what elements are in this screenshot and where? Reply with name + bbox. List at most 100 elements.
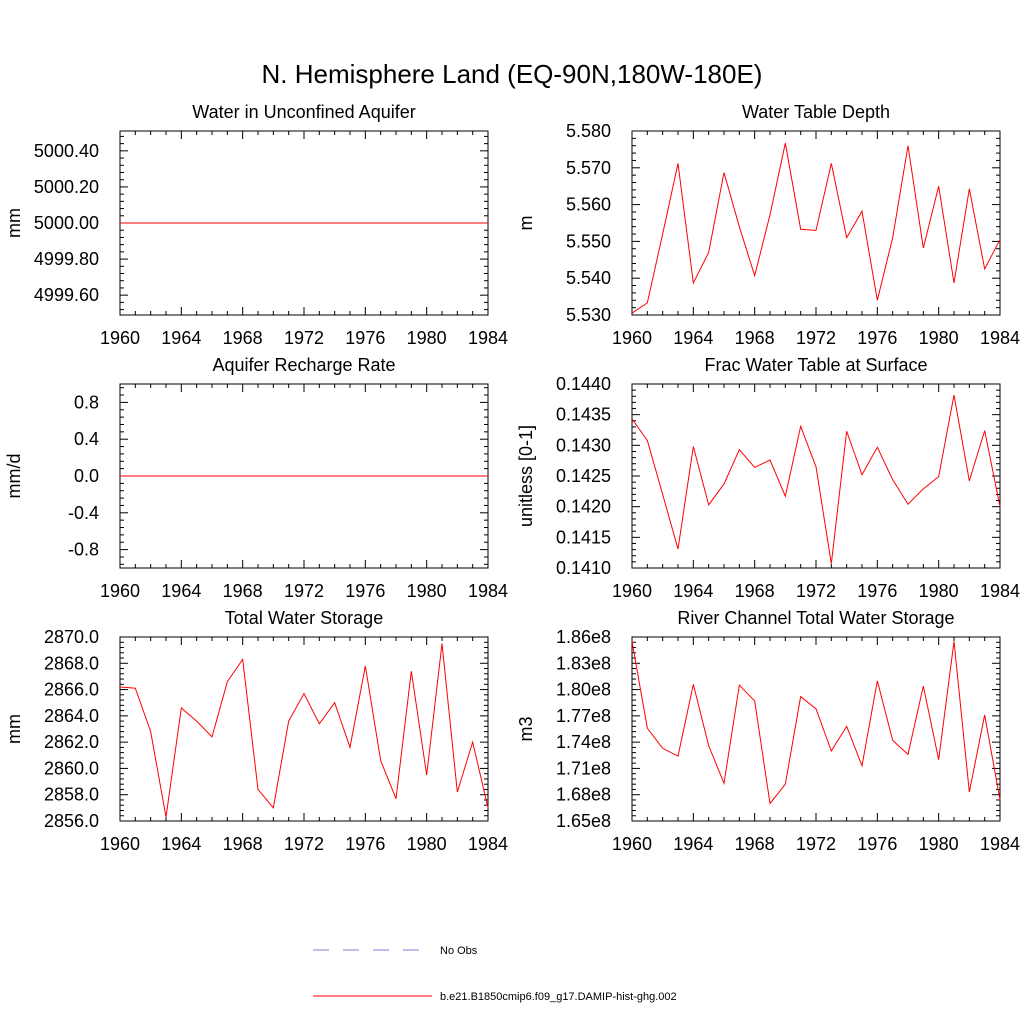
x-tick-label: 1964: [673, 834, 713, 854]
x-tick-label: 1980: [919, 834, 959, 854]
panel-title: Water Table Depth: [742, 102, 890, 122]
y-tick-label: 1.80e8: [556, 680, 611, 700]
y-tick-label: 1.77e8: [556, 706, 611, 726]
y-tick-label: 1.68e8: [556, 785, 611, 805]
x-tick-label: 1980: [407, 581, 447, 601]
x-tick-label: 1976: [857, 581, 897, 601]
panel-title: River Channel Total Water Storage: [677, 608, 954, 628]
x-tick-label: 1984: [980, 581, 1020, 601]
y-tick-label: 4999.80: [34, 249, 99, 269]
series-line: [631, 143, 1001, 314]
y-axis-label: mm: [4, 714, 24, 744]
y-tick-label: 1.71e8: [556, 758, 611, 778]
x-tick-label: 1972: [796, 328, 836, 348]
x-tick-label: 1976: [345, 328, 385, 348]
x-tick-label: 1976: [345, 581, 385, 601]
x-tick-label: 1964: [673, 581, 713, 601]
y-axis-label: mm/d: [4, 454, 24, 499]
x-tick-label: 1968: [223, 328, 263, 348]
x-tick-label: 1984: [980, 834, 1020, 854]
chart-panel: Total Water Storage mm 1960 1964 1968 1972 197…: [4, 608, 508, 854]
y-tick-label: 5.580: [566, 121, 611, 141]
y-tick-label: 1.74e8: [556, 732, 611, 752]
y-tick-label: 0.1435: [556, 405, 611, 425]
y-tick-label: 0.1425: [556, 466, 611, 486]
y-tick-label: 5000.20: [34, 177, 99, 197]
y-axis-label: mm: [4, 208, 24, 238]
x-tick-label: 1984: [468, 581, 508, 601]
x-tick-label: 1964: [161, 581, 201, 601]
x-tick-label: 1960: [612, 328, 652, 348]
x-tick-label: 1980: [919, 328, 959, 348]
y-axis-label: unitless [0-1]: [516, 425, 536, 527]
x-tick-label: 1960: [100, 328, 140, 348]
x-tick-label: 1960: [100, 581, 140, 601]
y-tick-label: 1.86e8: [556, 627, 611, 647]
plot-frame: [631, 636, 1001, 822]
x-tick-label: 1968: [735, 328, 775, 348]
y-tick-label: -0.8: [68, 540, 99, 560]
x-tick-label: 1972: [284, 581, 324, 601]
y-tick-label: 0.1420: [556, 497, 611, 517]
y-tick-label: 0.8: [74, 392, 99, 412]
x-tick-label: 1984: [468, 328, 508, 348]
y-tick-label: 5.550: [566, 231, 611, 251]
x-tick-label: 1972: [284, 834, 324, 854]
panel-title: Water in Unconfined Aquifer: [192, 102, 415, 122]
y-axis-label: m3: [516, 716, 536, 741]
y-tick-label: 0.1415: [556, 527, 611, 547]
y-tick-label: 2858.0: [44, 785, 99, 805]
chart-panel: Aquifer Recharge Rate mm/d 1960 1964 1968 197…: [4, 355, 508, 601]
chart-panel: Water in Unconfined Aquifer mm 1960 1964 196…: [4, 102, 508, 348]
y-tick-label: 2862.0: [44, 732, 99, 752]
y-tick-label: 0.1410: [556, 558, 611, 578]
x-tick-label: 1968: [223, 581, 263, 601]
y-tick-label: 5.530: [566, 305, 611, 325]
x-tick-label: 1984: [468, 834, 508, 854]
x-tick-label: 1984: [980, 328, 1020, 348]
x-tick-label: 1976: [857, 328, 897, 348]
panel-title: Total Water Storage: [225, 608, 383, 628]
panel-title: Frac Water Table at Surface: [704, 355, 927, 375]
y-tick-label: 5000.00: [34, 213, 99, 233]
series-line: [119, 643, 489, 818]
y-tick-label: 5.540: [566, 268, 611, 288]
x-tick-label: 1960: [612, 834, 652, 854]
y-tick-label: 2868.0: [44, 653, 99, 673]
y-tick-label: 1.83e8: [556, 653, 611, 673]
y-tick-label: 0.4: [74, 429, 99, 449]
y-tick-label: 2864.0: [44, 706, 99, 726]
x-tick-label: 1960: [100, 834, 140, 854]
series-line: [631, 641, 1001, 805]
x-tick-label: 1964: [161, 834, 201, 854]
x-tick-label: 1960: [612, 581, 652, 601]
y-tick-label: 0.1430: [556, 435, 611, 455]
x-tick-label: 1972: [796, 834, 836, 854]
x-tick-label: 1964: [161, 328, 201, 348]
legend-label: No Obs: [440, 945, 478, 957]
x-tick-label: 1980: [919, 581, 959, 601]
x-tick-label: 1980: [407, 328, 447, 348]
chart-panel: Water Table Depth m 1960 1964 1968 1972 1976 19…: [516, 102, 1020, 348]
legend: No Obs b.e21.B1850cmip6.f09_g17.DAMIP-his…: [313, 945, 677, 1003]
x-tick-label: 1968: [735, 581, 775, 601]
chart-panel: Frac Water Table at Surface unitless [0-1…: [516, 355, 1020, 601]
panels: Water in Unconfined Aquifer mm 1960 1964 196…: [4, 102, 1020, 854]
plot-frame: [631, 383, 1001, 569]
series-line: [631, 394, 1001, 564]
y-tick-label: 1.65e8: [556, 811, 611, 831]
legend-label: b.e21.B1850cmip6.f09_g17.DAMIP-hist-ghg.…: [440, 991, 677, 1003]
y-tick-label: 5.560: [566, 195, 611, 215]
y-tick-label: 2856.0: [44, 811, 99, 831]
y-tick-label: 4999.60: [34, 285, 99, 305]
y-axis-label: m: [516, 216, 536, 231]
y-tick-label: 2860.0: [44, 758, 99, 778]
y-tick-label: 2870.0: [44, 627, 99, 647]
panel-title: Aquifer Recharge Rate: [212, 355, 395, 375]
y-tick-label: 5.570: [566, 158, 611, 178]
x-tick-label: 1968: [223, 834, 263, 854]
y-tick-label: 0.0: [74, 466, 99, 486]
